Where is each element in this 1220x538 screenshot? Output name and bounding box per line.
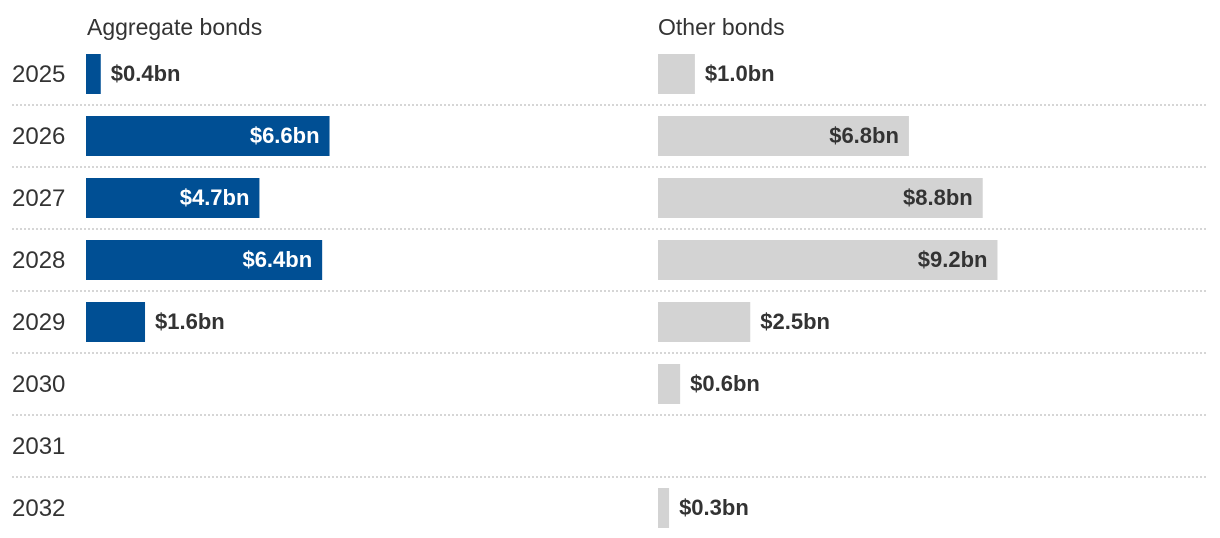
bar-aggregate-bonds bbox=[86, 302, 146, 342]
year-label: 2027 bbox=[12, 185, 65, 212]
bar-other-bonds bbox=[658, 54, 695, 94]
chart-rows: 2025 $0.4bn $1.0bn 2026 $6.6bn $6.8bn 2027 $4.7… bbox=[12, 54, 1208, 528]
data-label: $9.2bn bbox=[918, 247, 988, 272]
data-label: $0.6bn bbox=[690, 371, 760, 396]
data-label: $0.3bn bbox=[679, 495, 749, 520]
panel-title-other-bonds: Other bonds bbox=[658, 14, 785, 40]
data-label: $1.6bn bbox=[155, 309, 225, 334]
year-label: 2026 bbox=[12, 123, 65, 150]
year-label: 2031 bbox=[12, 433, 65, 460]
year-label: 2029 bbox=[12, 309, 65, 336]
data-label: $8.8bn bbox=[903, 185, 973, 210]
bar-aggregate-bonds bbox=[86, 178, 260, 218]
data-label: $2.5bn bbox=[760, 309, 830, 334]
bar-other-bonds bbox=[658, 178, 983, 218]
panel-title-aggregate-bonds: Aggregate bonds bbox=[87, 14, 262, 40]
bar-other-bonds bbox=[658, 116, 909, 156]
data-label: $1.0bn bbox=[705, 61, 775, 86]
year-label: 2032 bbox=[12, 495, 65, 522]
bar-aggregate-bonds bbox=[86, 54, 101, 94]
data-label: $6.8bn bbox=[829, 123, 899, 148]
bar-aggregate-bonds bbox=[86, 116, 330, 156]
data-label: $0.4bn bbox=[111, 61, 181, 86]
bar-other-bonds bbox=[658, 302, 751, 342]
data-label: $6.6bn bbox=[250, 123, 320, 148]
bar-other-bonds bbox=[658, 488, 670, 528]
bar-aggregate-bonds bbox=[86, 240, 323, 280]
year-label: 2028 bbox=[12, 247, 65, 274]
bar-other-bonds bbox=[658, 364, 681, 404]
year-label: 2025 bbox=[12, 61, 65, 88]
bar-other-bonds bbox=[658, 240, 998, 280]
data-label: $4.7bn bbox=[180, 185, 250, 210]
year-label: 2030 bbox=[12, 371, 65, 398]
data-label: $6.4bn bbox=[242, 247, 312, 272]
